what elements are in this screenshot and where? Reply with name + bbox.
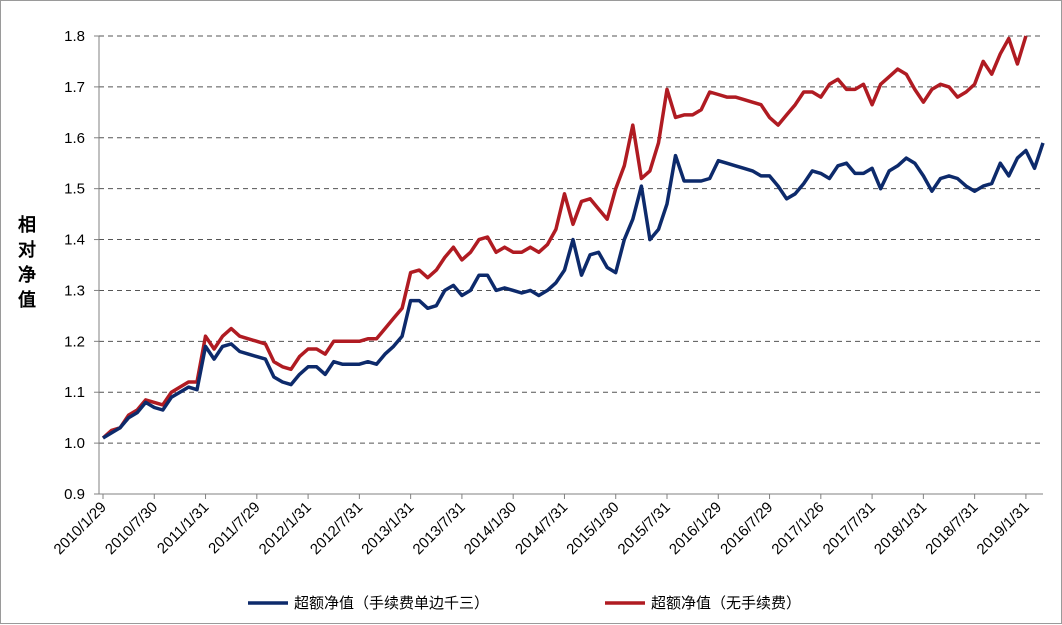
series-line-1: [102, 142, 1045, 440]
x-tick-label: 2018/7/31: [922, 499, 981, 558]
x-tick-label: 2013/1/31: [358, 499, 417, 558]
x-tick-labels: 2010/1/292010/7/302011/1/312011/7/292012…: [51, 499, 1033, 558]
y-tick-label: 1.0: [64, 435, 85, 452]
y-tick-label: 1.8: [64, 28, 85, 45]
y-tick-label: 1.5: [64, 181, 85, 198]
y-axis-label: 相对净值: [18, 215, 36, 311]
x-tick-label: 2015/1/30: [563, 499, 622, 558]
x-tick-label: 2011/7/29: [205, 499, 263, 557]
x-tick-label: 2017/1/26: [768, 499, 827, 558]
legend-label-1: 超额净值（手续费单边千三）: [294, 594, 489, 612]
x-tick-label: 2014/1/30: [461, 499, 520, 558]
x-tick-label: 2019/1/31: [974, 499, 1033, 558]
x-tick-label: 2015/7/31: [615, 499, 674, 558]
x-tick-label: 2016/1/29: [666, 499, 725, 558]
y-tick-labels: 0.9 1.0 1.1 1.2 1.3 1.4 1.5 1.6 1.7 1.8: [64, 28, 85, 503]
x-tick-label: 2016/7/29: [717, 499, 776, 558]
y-tick-label: 1.7: [64, 79, 85, 96]
grid-lines: [94, 35, 1043, 499]
legend: 超额净值（手续费单边千三） 超额净值（无手续费）: [248, 594, 801, 612]
x-tick-label: 2012/7/31: [307, 499, 366, 558]
x-tick-label: 2012/1/31: [256, 499, 315, 558]
series-lines: [101, 35, 1045, 440]
y-tick-label: 0.9: [64, 486, 85, 503]
x-tick-label: 2010/7/30: [102, 499, 161, 558]
x-tick-label: 2013/7/31: [410, 499, 469, 558]
series-line-2: [101, 35, 1028, 440]
x-tick-label: 2014/7/31: [512, 499, 571, 558]
axes: [98, 36, 1043, 495]
y-tick-label: 1.1: [64, 384, 85, 401]
x-tick-label: 2017/7/31: [820, 499, 879, 558]
y-tick-label: 1.6: [64, 130, 85, 147]
legend-label-2: 超额净值（无手续费）: [651, 594, 801, 612]
x-tick-label: 2011/1/31: [154, 499, 212, 557]
x-tick-label: 2010/1/29: [51, 499, 110, 558]
y-tick-label: 1.3: [64, 282, 85, 299]
y-tick-label: 1.2: [64, 333, 85, 350]
x-tick-label: 2018/1/31: [871, 499, 930, 558]
y-tick-label: 1.4: [64, 232, 85, 249]
